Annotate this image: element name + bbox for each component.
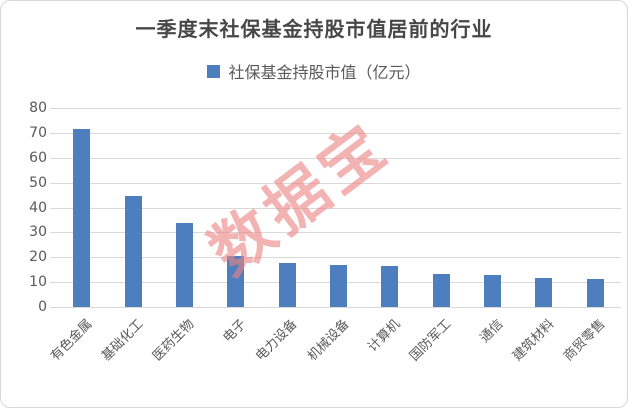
y-tick-label: 20	[29, 249, 47, 266]
bar-机械设备	[329, 264, 347, 307]
bar-基础化工	[124, 195, 142, 307]
legend-label: 社保基金持股市值（亿元）	[228, 63, 421, 82]
bar-建筑材料	[535, 278, 553, 307]
y-tick-label: 60	[29, 149, 47, 166]
bar-商贸零售	[586, 278, 604, 307]
y-tick-label: 0	[38, 299, 47, 315]
bar-slot	[518, 108, 569, 307]
bar-有色金属	[73, 129, 91, 307]
bar-slot	[467, 108, 518, 307]
bar-计算机	[381, 265, 399, 307]
bar-slot	[56, 108, 107, 307]
bar-slot	[313, 108, 364, 307]
gridline	[50, 232, 621, 234]
y-tick-label: 40	[29, 199, 47, 216]
bar-电力设备	[278, 263, 296, 307]
legend: 社保基金持股市值（亿元）	[1, 59, 627, 83]
plot-area	[50, 108, 621, 308]
gridline	[50, 207, 621, 209]
gridline	[50, 307, 621, 308]
y-tick-label: 50	[29, 174, 47, 191]
bar-slot	[364, 108, 415, 307]
gridline	[50, 132, 621, 134]
y-tick-label: 80	[29, 100, 47, 116]
chart-title: 一季度末社保基金持股市值居前的行业	[135, 17, 493, 41]
y-tick-label: 70	[29, 124, 47, 141]
gridline	[50, 182, 621, 184]
bar-电子	[227, 256, 245, 307]
bar-slot	[107, 108, 158, 307]
gridline	[50, 257, 621, 259]
y-tick-label: 10	[29, 274, 47, 291]
bar-slot	[159, 108, 210, 307]
bar-医药生物	[175, 223, 193, 307]
bar-slot	[210, 108, 261, 307]
gridline	[50, 157, 621, 159]
gridline	[50, 108, 621, 109]
bar-slot	[261, 108, 312, 307]
bar-slot	[416, 108, 467, 307]
bar-通信	[484, 274, 502, 307]
x-tick-label-有色金属: 有色金属	[47, 316, 96, 365]
y-tick-label: 30	[29, 224, 47, 241]
bar-series	[56, 108, 621, 307]
legend-marker-square-icon	[207, 64, 221, 78]
bar-slot	[570, 108, 621, 307]
bar-国防军工	[432, 273, 450, 307]
